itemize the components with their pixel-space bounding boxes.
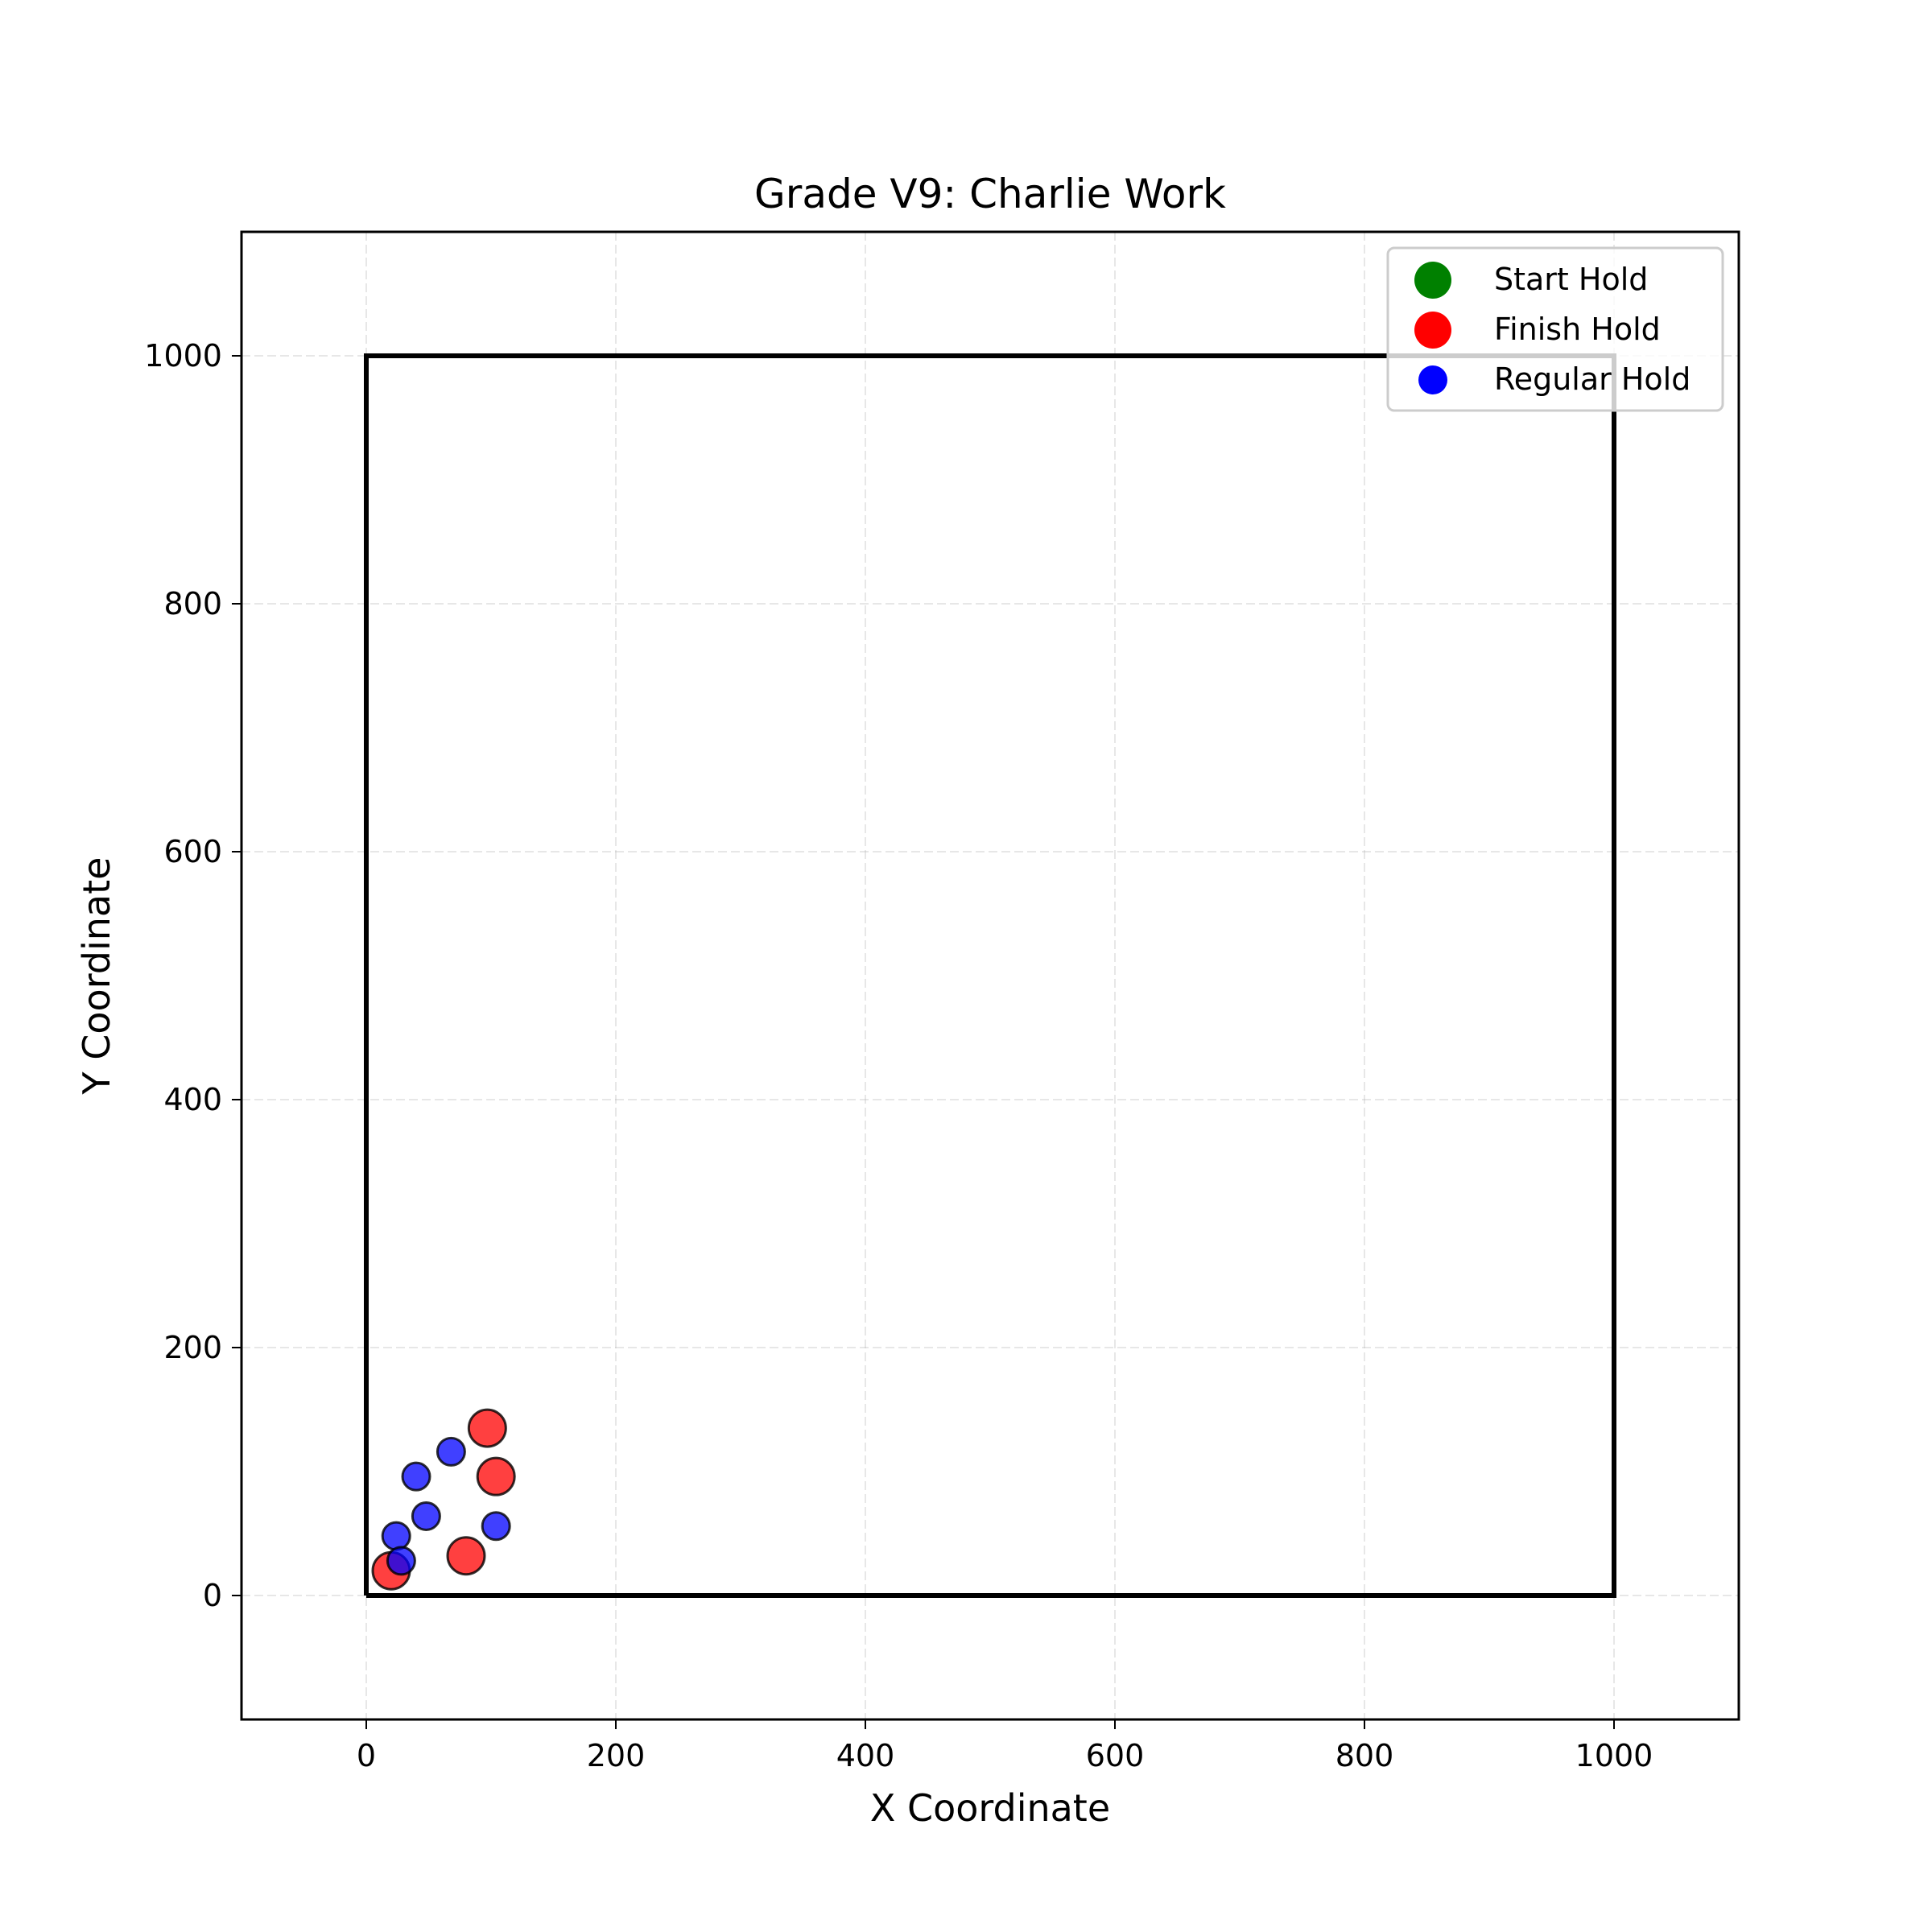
regular-hold-point: [481, 1511, 511, 1542]
regular-hold-point: [436, 1436, 466, 1467]
x-tick-label: 1000: [1575, 1738, 1653, 1773]
y-tick-label: 1000: [144, 338, 222, 374]
regular-hold-point: [386, 1546, 416, 1576]
chart-title: Grade V9: Charlie Work: [754, 171, 1226, 217]
legend-marker-regular-hold: [1418, 365, 1447, 394]
finish-hold-point: [467, 1408, 507, 1448]
ticks-group: 0 200 400 600 800 1000 0 200 400 600 800 1000: [144, 338, 1653, 1773]
legend-label-finish-hold: Finish Hold: [1494, 312, 1661, 347]
legend-box: [1386, 246, 1724, 412]
regular-hold-point: [381, 1521, 411, 1551]
x-tick-label: 400: [836, 1738, 895, 1773]
y-tick-label: 200: [163, 1330, 222, 1365]
x-tick-label: 200: [587, 1738, 646, 1773]
y-tick-label: 600: [163, 834, 222, 869]
x-tick-label: 600: [1086, 1738, 1145, 1773]
plot-frame: [240, 230, 1740, 1721]
legend-marker-finish-hold: [1414, 312, 1451, 349]
y-tick-label: 400: [163, 1082, 222, 1117]
x-axis-label: X Coordinate: [870, 1786, 1110, 1830]
x-tick-label: 800: [1335, 1738, 1394, 1773]
legend-marker-start-hold: [1414, 262, 1451, 299]
y-axis-label: Y Coordinate: [75, 857, 118, 1096]
legend: Start Hold Finish Hold Regular Hold: [1386, 246, 1724, 412]
y-tick-label: 800: [163, 586, 222, 621]
x-tick-label: 0: [357, 1738, 376, 1773]
legend-label-start-hold: Start Hold: [1494, 262, 1648, 297]
finish-hold-point: [446, 1536, 486, 1576]
points-group: [371, 1408, 516, 1591]
legend-label-regular-hold: Regular Hold: [1494, 361, 1690, 397]
regular-hold-point: [411, 1501, 441, 1531]
regular-hold-point: [401, 1461, 431, 1492]
finish-hold-point: [476, 1456, 516, 1496]
y-tick-label: 0: [203, 1578, 222, 1613]
